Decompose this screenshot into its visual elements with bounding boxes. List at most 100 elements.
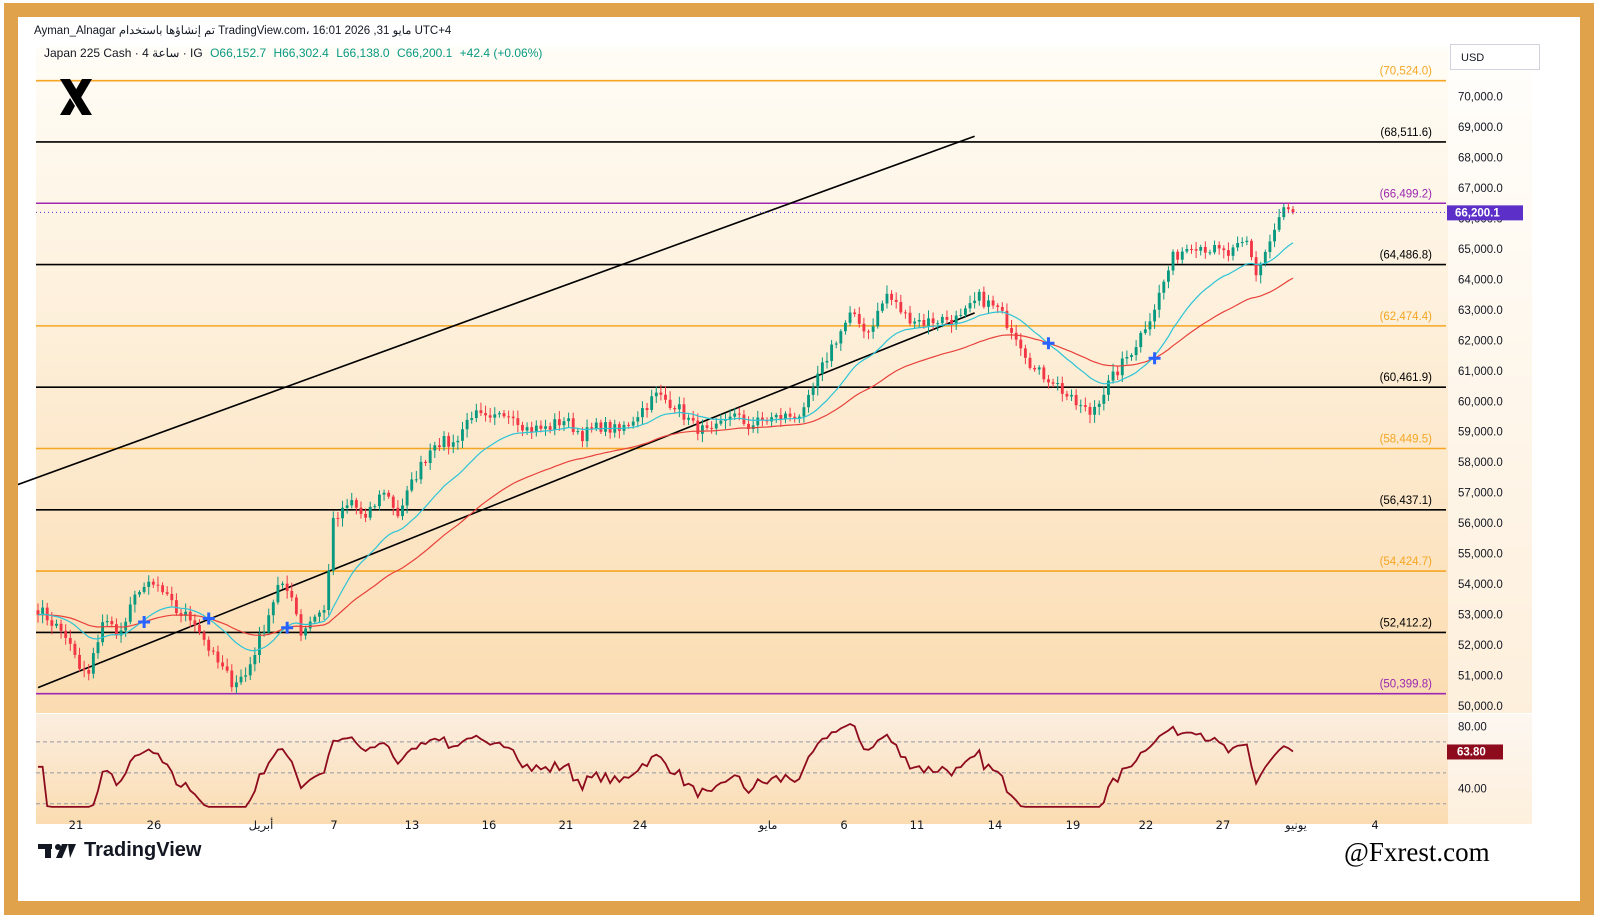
candle-body bbox=[1056, 383, 1060, 385]
level-label: (62,474.4) bbox=[1380, 311, 1433, 323]
candle-body bbox=[691, 417, 695, 421]
candle-body bbox=[327, 570, 331, 611]
close-value: C66,200.1 bbox=[396, 46, 453, 60]
candle-body bbox=[1097, 403, 1101, 407]
candle-body bbox=[401, 505, 404, 517]
chart-panel: (70,524.0) (68,511.6) (66,499.2) (64,486.8)… bbox=[18, 17, 1580, 901]
candle-body bbox=[470, 418, 474, 420]
level-label: (70,524.0) bbox=[1380, 66, 1433, 78]
candle-body bbox=[253, 654, 257, 665]
price-tick-label: 68,000.0 bbox=[1458, 153, 1503, 165]
time-tick-label: 21 bbox=[559, 818, 574, 832]
candle-body bbox=[931, 318, 935, 324]
price-tick-label: 53,000.0 bbox=[1458, 610, 1503, 622]
rsi-value-label: 63.80 bbox=[1457, 746, 1486, 758]
candle-body bbox=[991, 300, 995, 306]
candle-body bbox=[784, 413, 787, 420]
level-label: (52,412.2) bbox=[1380, 617, 1433, 629]
candle-body bbox=[608, 422, 612, 433]
time-tick-label: 26 bbox=[147, 818, 162, 832]
candle-body bbox=[128, 604, 132, 622]
candle-body bbox=[645, 408, 649, 411]
candle-body bbox=[940, 316, 944, 324]
candle-body bbox=[433, 445, 437, 451]
candle-body bbox=[1176, 251, 1180, 260]
candle-body bbox=[880, 303, 884, 311]
price-tick-label: 60,000.0 bbox=[1458, 396, 1503, 408]
level-label: (54,424.7) bbox=[1380, 556, 1433, 568]
currency-selector[interactable]: USD bbox=[1450, 44, 1540, 70]
price-tick-label: 57,000.0 bbox=[1458, 488, 1503, 500]
candle-body bbox=[105, 620, 109, 623]
candle-body bbox=[1116, 371, 1120, 376]
candle-body bbox=[973, 300, 977, 304]
time-tick-label: 21 bbox=[69, 818, 84, 832]
symbol-line[interactable]: Japan 225 Cash · 4 ساعة · IG bbox=[44, 46, 203, 60]
candle-body bbox=[1019, 339, 1023, 349]
candle-body bbox=[640, 408, 644, 418]
candle-body bbox=[45, 607, 49, 621]
level-label: (68,511.6) bbox=[1380, 127, 1432, 139]
candle-body bbox=[894, 299, 898, 303]
candle-body bbox=[1074, 394, 1078, 406]
candle-body bbox=[198, 625, 201, 633]
candle-body bbox=[1079, 405, 1083, 407]
candle-body bbox=[1240, 242, 1244, 244]
candle-body bbox=[1199, 246, 1203, 251]
candle-body bbox=[1282, 207, 1286, 218]
level-label: (50,399.8) bbox=[1380, 679, 1433, 691]
chart-canvas[interactable]: (70,524.0) (68,511.6) (66,499.2) (64,486.8)… bbox=[18, 17, 1580, 901]
candle-body bbox=[1111, 371, 1115, 381]
high-value: H66,302.4 bbox=[273, 46, 329, 60]
candle-body bbox=[1259, 263, 1263, 276]
candle-body bbox=[239, 676, 243, 683]
candle-body bbox=[830, 344, 834, 361]
candle-body bbox=[945, 316, 949, 320]
price-tick-label: 52,000.0 bbox=[1458, 640, 1503, 652]
rsi-label-bg bbox=[1447, 744, 1503, 760]
candle-body bbox=[36, 610, 40, 615]
candle-body bbox=[156, 584, 160, 586]
candle-body bbox=[890, 293, 894, 300]
candle-body bbox=[1107, 380, 1110, 395]
candle-body bbox=[1185, 249, 1189, 252]
candle-body bbox=[770, 417, 774, 422]
candle-body bbox=[216, 651, 220, 663]
candle-body bbox=[133, 594, 137, 605]
candle-body bbox=[959, 314, 963, 316]
candle-body bbox=[211, 650, 215, 652]
candle-body bbox=[1286, 207, 1290, 210]
time-tick-label: يونيو bbox=[1284, 818, 1307, 833]
candle-body bbox=[142, 586, 146, 592]
candle-body bbox=[304, 628, 308, 636]
time-tick-label: 14 bbox=[988, 818, 1003, 832]
time-tick-label: 7 bbox=[330, 818, 337, 832]
candle-body bbox=[1162, 281, 1166, 293]
candle-body bbox=[737, 413, 741, 415]
candle-body bbox=[571, 418, 575, 433]
time-tick-label: 13 bbox=[405, 818, 420, 832]
candle-body bbox=[530, 427, 534, 433]
candle-body bbox=[313, 616, 317, 622]
candle-body bbox=[844, 322, 847, 332]
candle-body bbox=[193, 620, 197, 626]
candle-body bbox=[825, 360, 829, 363]
price-tick-label: 64,000.0 bbox=[1458, 274, 1503, 286]
candle-body bbox=[373, 506, 377, 508]
candle-body bbox=[719, 420, 723, 424]
candle-body bbox=[437, 445, 441, 448]
candle-body bbox=[548, 426, 552, 430]
candle-body bbox=[64, 630, 68, 639]
candle-body bbox=[507, 416, 511, 418]
candle-body bbox=[899, 302, 903, 313]
candle-body bbox=[885, 293, 889, 304]
candle-body bbox=[447, 436, 451, 447]
candle-body bbox=[1047, 379, 1050, 383]
candle-body bbox=[262, 632, 266, 634]
price-tick-label: 65,000.0 bbox=[1458, 244, 1503, 256]
candle-body bbox=[174, 600, 178, 614]
candle-body bbox=[442, 436, 446, 448]
candle-body bbox=[1203, 246, 1207, 253]
candle-body bbox=[696, 420, 700, 434]
candle-body bbox=[793, 416, 797, 419]
